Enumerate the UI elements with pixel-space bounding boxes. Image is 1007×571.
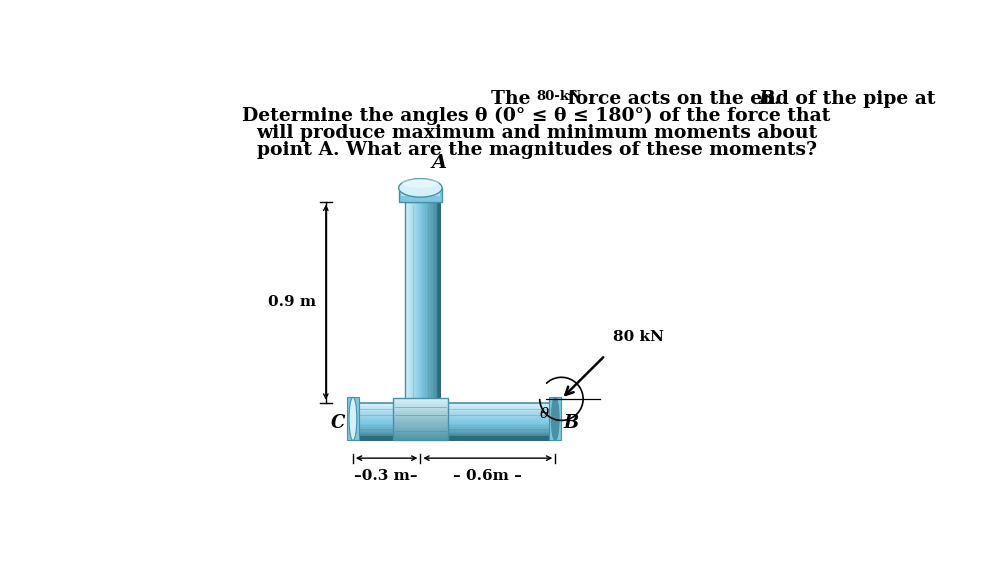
Bar [405,202,436,403]
Bar [352,422,555,424]
Bar [394,415,447,417]
Bar [411,202,413,403]
Bar [352,430,555,432]
Bar [394,417,447,420]
Bar [352,425,555,427]
Text: C: C [331,414,345,432]
Text: point ​A. What are the magnitudes of these moments?: point ​A. What are the magnitudes of the… [257,141,817,159]
Bar [394,424,447,426]
Bar [352,409,555,411]
Bar [416,202,418,403]
Bar [394,407,447,409]
Text: 0.9 m: 0.9 m [269,295,316,309]
Bar [414,202,416,403]
Text: B.: B. [758,90,780,108]
Bar [430,202,432,403]
Bar [352,427,555,429]
Bar [394,411,447,413]
Bar [352,404,555,441]
Text: – 0.6m –: – 0.6m – [453,469,523,483]
Bar [407,202,409,403]
Bar [394,434,447,437]
Bar [346,397,359,440]
Bar [394,425,447,428]
Bar [352,406,555,408]
Bar [413,202,415,403]
Bar [394,439,447,441]
Bar [394,421,447,424]
Ellipse shape [402,179,439,188]
Bar [352,432,555,434]
Bar [352,420,555,423]
Bar [394,432,447,435]
Bar [394,430,447,432]
Text: B: B [563,414,578,432]
Bar [352,433,555,436]
Ellipse shape [349,397,356,440]
Bar [394,428,447,430]
Bar [410,202,412,403]
Bar [427,202,429,403]
Bar [425,202,427,403]
Bar [394,404,447,407]
Text: Determine the angles θ (0° ≤ θ ≤ 180°) of the force that: Determine the angles θ (0° ≤ θ ≤ 180°) o… [243,107,831,125]
Bar [352,412,555,415]
Bar [424,202,425,403]
Bar [394,413,447,416]
Bar [352,411,555,413]
Bar [352,403,555,405]
Bar [428,202,430,403]
Bar [549,397,562,440]
Ellipse shape [552,397,559,440]
Bar [352,419,555,421]
Bar [352,424,555,426]
Text: 80-kN: 80-kN [537,90,582,103]
Bar [434,202,436,403]
Bar [420,202,422,403]
Bar [407,202,441,403]
Bar [419,202,421,403]
Bar [352,416,555,417]
Bar [352,414,555,416]
Bar [417,202,419,403]
Bar [433,202,435,403]
Bar [394,419,447,422]
Bar [352,403,555,435]
Text: The: The [490,90,537,108]
Bar [394,398,447,401]
Bar [399,188,442,202]
Text: force acts on the end of the pipe at: force acts on the end of the pipe at [562,90,943,108]
Bar [394,436,447,439]
Bar [352,404,555,407]
Bar [394,398,447,440]
Text: θ: θ [540,407,549,421]
Text: A: A [432,155,447,172]
Bar [401,190,440,196]
Text: 80 kN: 80 kN [613,329,664,344]
Bar [352,408,555,409]
Bar [394,400,447,403]
Bar [352,429,555,431]
Bar [394,403,447,405]
Text: –0.3 m–: –0.3 m– [354,469,418,483]
Ellipse shape [399,179,442,197]
Bar [394,409,447,411]
Text: will produce maximum and minimum moments about: will produce maximum and minimum moments… [256,124,818,142]
Bar [352,417,555,419]
Bar [405,202,407,403]
Bar [408,202,410,403]
Bar [422,202,424,403]
Bar [431,202,433,403]
